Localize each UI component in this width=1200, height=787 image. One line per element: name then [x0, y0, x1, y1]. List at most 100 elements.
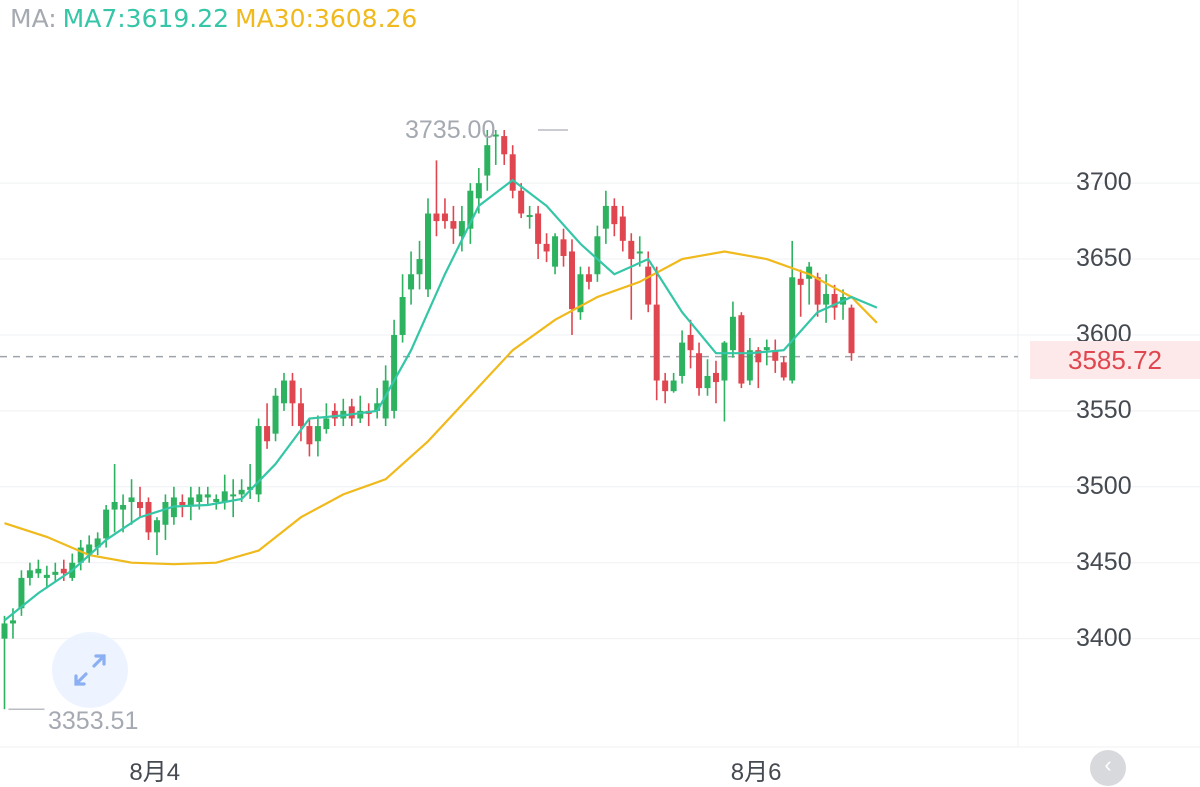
candle-body	[450, 221, 457, 229]
candle-up	[281, 372, 288, 411]
candle-up	[77, 539, 84, 571]
candle-down	[306, 418, 313, 457]
candle-body	[806, 266, 813, 279]
candle-down	[814, 272, 821, 317]
candle-body	[848, 307, 855, 354]
candle-body	[94, 538, 101, 548]
candle-body	[831, 293, 838, 308]
candle-body	[772, 350, 779, 361]
candle-body	[441, 213, 448, 222]
candle-body	[467, 190, 474, 229]
candle-body	[179, 501, 186, 506]
candle-body	[52, 571, 59, 575]
candle-down	[365, 403, 372, 427]
candle-up	[492, 130, 499, 165]
candle-body	[111, 501, 118, 510]
candle-down	[645, 251, 652, 313]
candle-up	[594, 225, 601, 282]
candle-body	[314, 426, 321, 442]
candle-up	[374, 388, 381, 419]
candle-body	[391, 334, 398, 411]
candle-up	[43, 565, 50, 589]
candle-down	[619, 205, 626, 252]
candle-down	[348, 398, 355, 427]
candle-body	[196, 494, 203, 502]
candle-down	[518, 183, 525, 219]
candle-body	[77, 547, 84, 563]
candle-up	[721, 341, 728, 422]
candle-down	[628, 233, 635, 320]
candle-body	[18, 577, 25, 609]
candle-down	[797, 269, 804, 317]
chevron-icon[interactable]: ‹	[1090, 750, 1126, 786]
candle-up	[204, 486, 211, 506]
ma7-line	[3, 178, 878, 622]
candle-down	[568, 239, 575, 335]
candle-up	[458, 205, 465, 252]
candle-down	[585, 266, 592, 290]
candle-body	[408, 274, 415, 290]
candle-up	[552, 233, 559, 275]
candle-up	[357, 395, 364, 424]
candle-up	[153, 517, 160, 556]
candle-body	[230, 494, 237, 497]
low-price-label: 3353.51	[48, 707, 139, 735]
y-tick-label: 3450	[1076, 547, 1132, 576]
candle-down	[831, 284, 838, 320]
candle-body	[509, 154, 516, 191]
candle-down	[738, 312, 745, 389]
candle-up	[213, 494, 220, 510]
candle-up	[255, 418, 262, 502]
candle-body	[746, 350, 753, 381]
candle-body	[823, 293, 830, 305]
candle-down	[712, 360, 719, 404]
candle-body	[755, 350, 762, 363]
candle-down	[433, 160, 440, 237]
candle-body	[187, 497, 194, 506]
candle-up	[408, 251, 415, 305]
candle-body	[763, 347, 770, 351]
candle-up	[1, 615, 8, 710]
candle-up	[323, 403, 330, 434]
candle-body	[433, 213, 440, 222]
candlestick-series	[1, 130, 855, 710]
candle-body	[729, 316, 736, 351]
candle-up	[26, 562, 33, 586]
candle-body	[264, 426, 271, 442]
candle-up	[789, 240, 796, 384]
candle-body	[585, 274, 592, 282]
candle-body	[712, 372, 719, 383]
candle-up	[86, 535, 93, 563]
candle-down	[145, 497, 152, 540]
candle-body	[416, 259, 423, 275]
candle-body	[9, 620, 16, 624]
candle-body	[238, 489, 245, 495]
candle-body	[43, 574, 50, 578]
candle-body	[526, 215, 533, 218]
candle-up	[602, 190, 609, 244]
extreme-markers	[8, 129, 568, 710]
candle-body	[255, 426, 262, 495]
candle-body	[594, 236, 601, 275]
candle-up	[94, 532, 101, 556]
candle-body	[602, 205, 609, 229]
candle-body	[382, 380, 389, 419]
candle-down	[611, 198, 618, 237]
candle-body	[60, 568, 67, 574]
y-tick-label: 3700	[1076, 168, 1132, 197]
candle-up	[467, 183, 474, 244]
candle-body	[552, 236, 559, 267]
candle-body	[204, 494, 211, 498]
expand-button[interactable]	[52, 632, 128, 708]
candle-body	[247, 486, 254, 490]
candle-up	[272, 388, 279, 442]
x-tick-label: 8月6	[730, 759, 782, 786]
candle-down	[331, 403, 338, 427]
candle-body	[475, 183, 482, 199]
candle-up	[314, 415, 321, 457]
candle-body	[636, 251, 643, 254]
candle-body	[662, 380, 669, 392]
candle-body	[103, 509, 110, 539]
candle-up	[128, 479, 135, 525]
candle-up	[704, 359, 711, 396]
